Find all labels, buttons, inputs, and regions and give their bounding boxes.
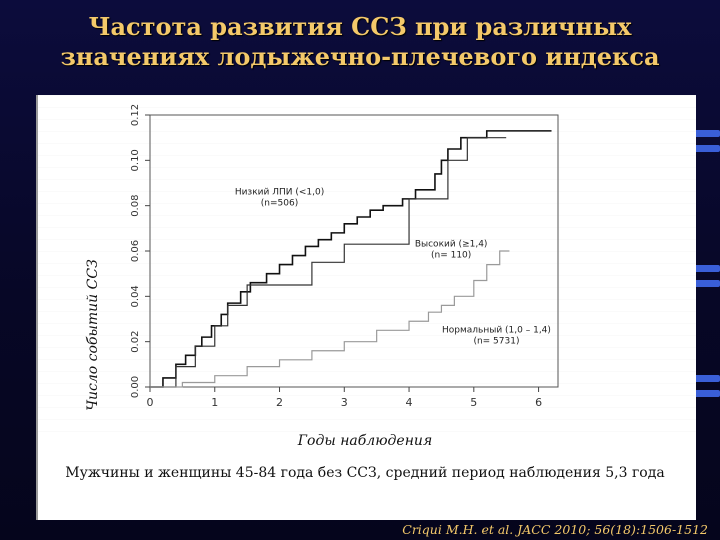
series-count-3: (n= 5731) xyxy=(473,337,519,347)
cvd-incidence-chart: 0.00 0.02 0.04 0.06 0.08 0.10 0.12 0 1 2 3 4 5 6 Низк… xyxy=(130,104,559,409)
series-label-1: Низкий ЛПИ (<1,0) xyxy=(235,187,324,197)
series-label-2: Высокий (≥1,4) xyxy=(415,239,488,249)
x-tick-label: 0 xyxy=(147,396,154,409)
series-line-1 xyxy=(150,130,552,388)
decor-stripe xyxy=(680,280,720,287)
slide-title: Частота развития ССЗ при различных значе… xyxy=(0,12,720,72)
slide-caption: Мужчины и женщины 45-84 года без ССЗ, ср… xyxy=(65,465,665,481)
x-tick-label: 5 xyxy=(470,396,477,409)
series-count-1: (n=506) xyxy=(261,198,298,208)
series-label-3: Нормальный (1,0 – 1,4) xyxy=(442,326,551,336)
chart-axes: 0.00 0.02 0.04 0.06 0.08 0.10 0.12 0 1 2 3 4 5 6 xyxy=(130,104,559,409)
chart-panel: 0.00 0.02 0.04 0.06 0.08 0.10 0.12 0 1 2 3 4 5 6 Низк… xyxy=(36,95,696,520)
y-tick-label: 0.06 xyxy=(130,240,141,262)
series-line-3 xyxy=(150,250,510,388)
series-count-2: (n= 110) xyxy=(431,250,471,260)
y-tick-label: 0.10 xyxy=(130,149,141,171)
decor-stripe xyxy=(682,145,720,152)
x-tick-label: 6 xyxy=(535,396,542,409)
y-tick-label: 0.12 xyxy=(130,104,141,126)
y-tick-label: 0.08 xyxy=(130,195,141,217)
decor-stripe xyxy=(694,375,720,382)
x-tick-label: 3 xyxy=(341,396,348,409)
y-tick-label: 0.00 xyxy=(130,376,141,398)
scan-texture xyxy=(38,95,696,435)
chart-series xyxy=(150,130,552,388)
chart-series-labels: Низкий ЛПИ (<1,0)(n=506)Высокий (≥1,4)(n… xyxy=(235,187,551,346)
decor-stripe xyxy=(692,265,720,272)
x-axis-label: Годы наблюдения xyxy=(297,433,433,449)
decor-stripe xyxy=(690,130,720,137)
decor-stripe xyxy=(686,390,720,397)
series-line-2 xyxy=(150,137,507,388)
citation: Criqui M.H. et al. JACC 2010; 56(18):150… xyxy=(402,522,708,537)
slide-title-line1: Частота развития ССЗ при различных xyxy=(88,12,632,41)
x-tick-label: 2 xyxy=(276,396,283,409)
x-tick-label: 4 xyxy=(406,396,413,409)
slide-title-line2: значениях лодыжечно-плечевого индекса xyxy=(60,42,660,71)
y-tick-label: 0.02 xyxy=(130,331,141,353)
x-tick-label: 1 xyxy=(211,396,218,409)
y-tick-label: 0.04 xyxy=(130,285,141,307)
y-axis-label: Число событий ССЗ xyxy=(85,259,101,411)
